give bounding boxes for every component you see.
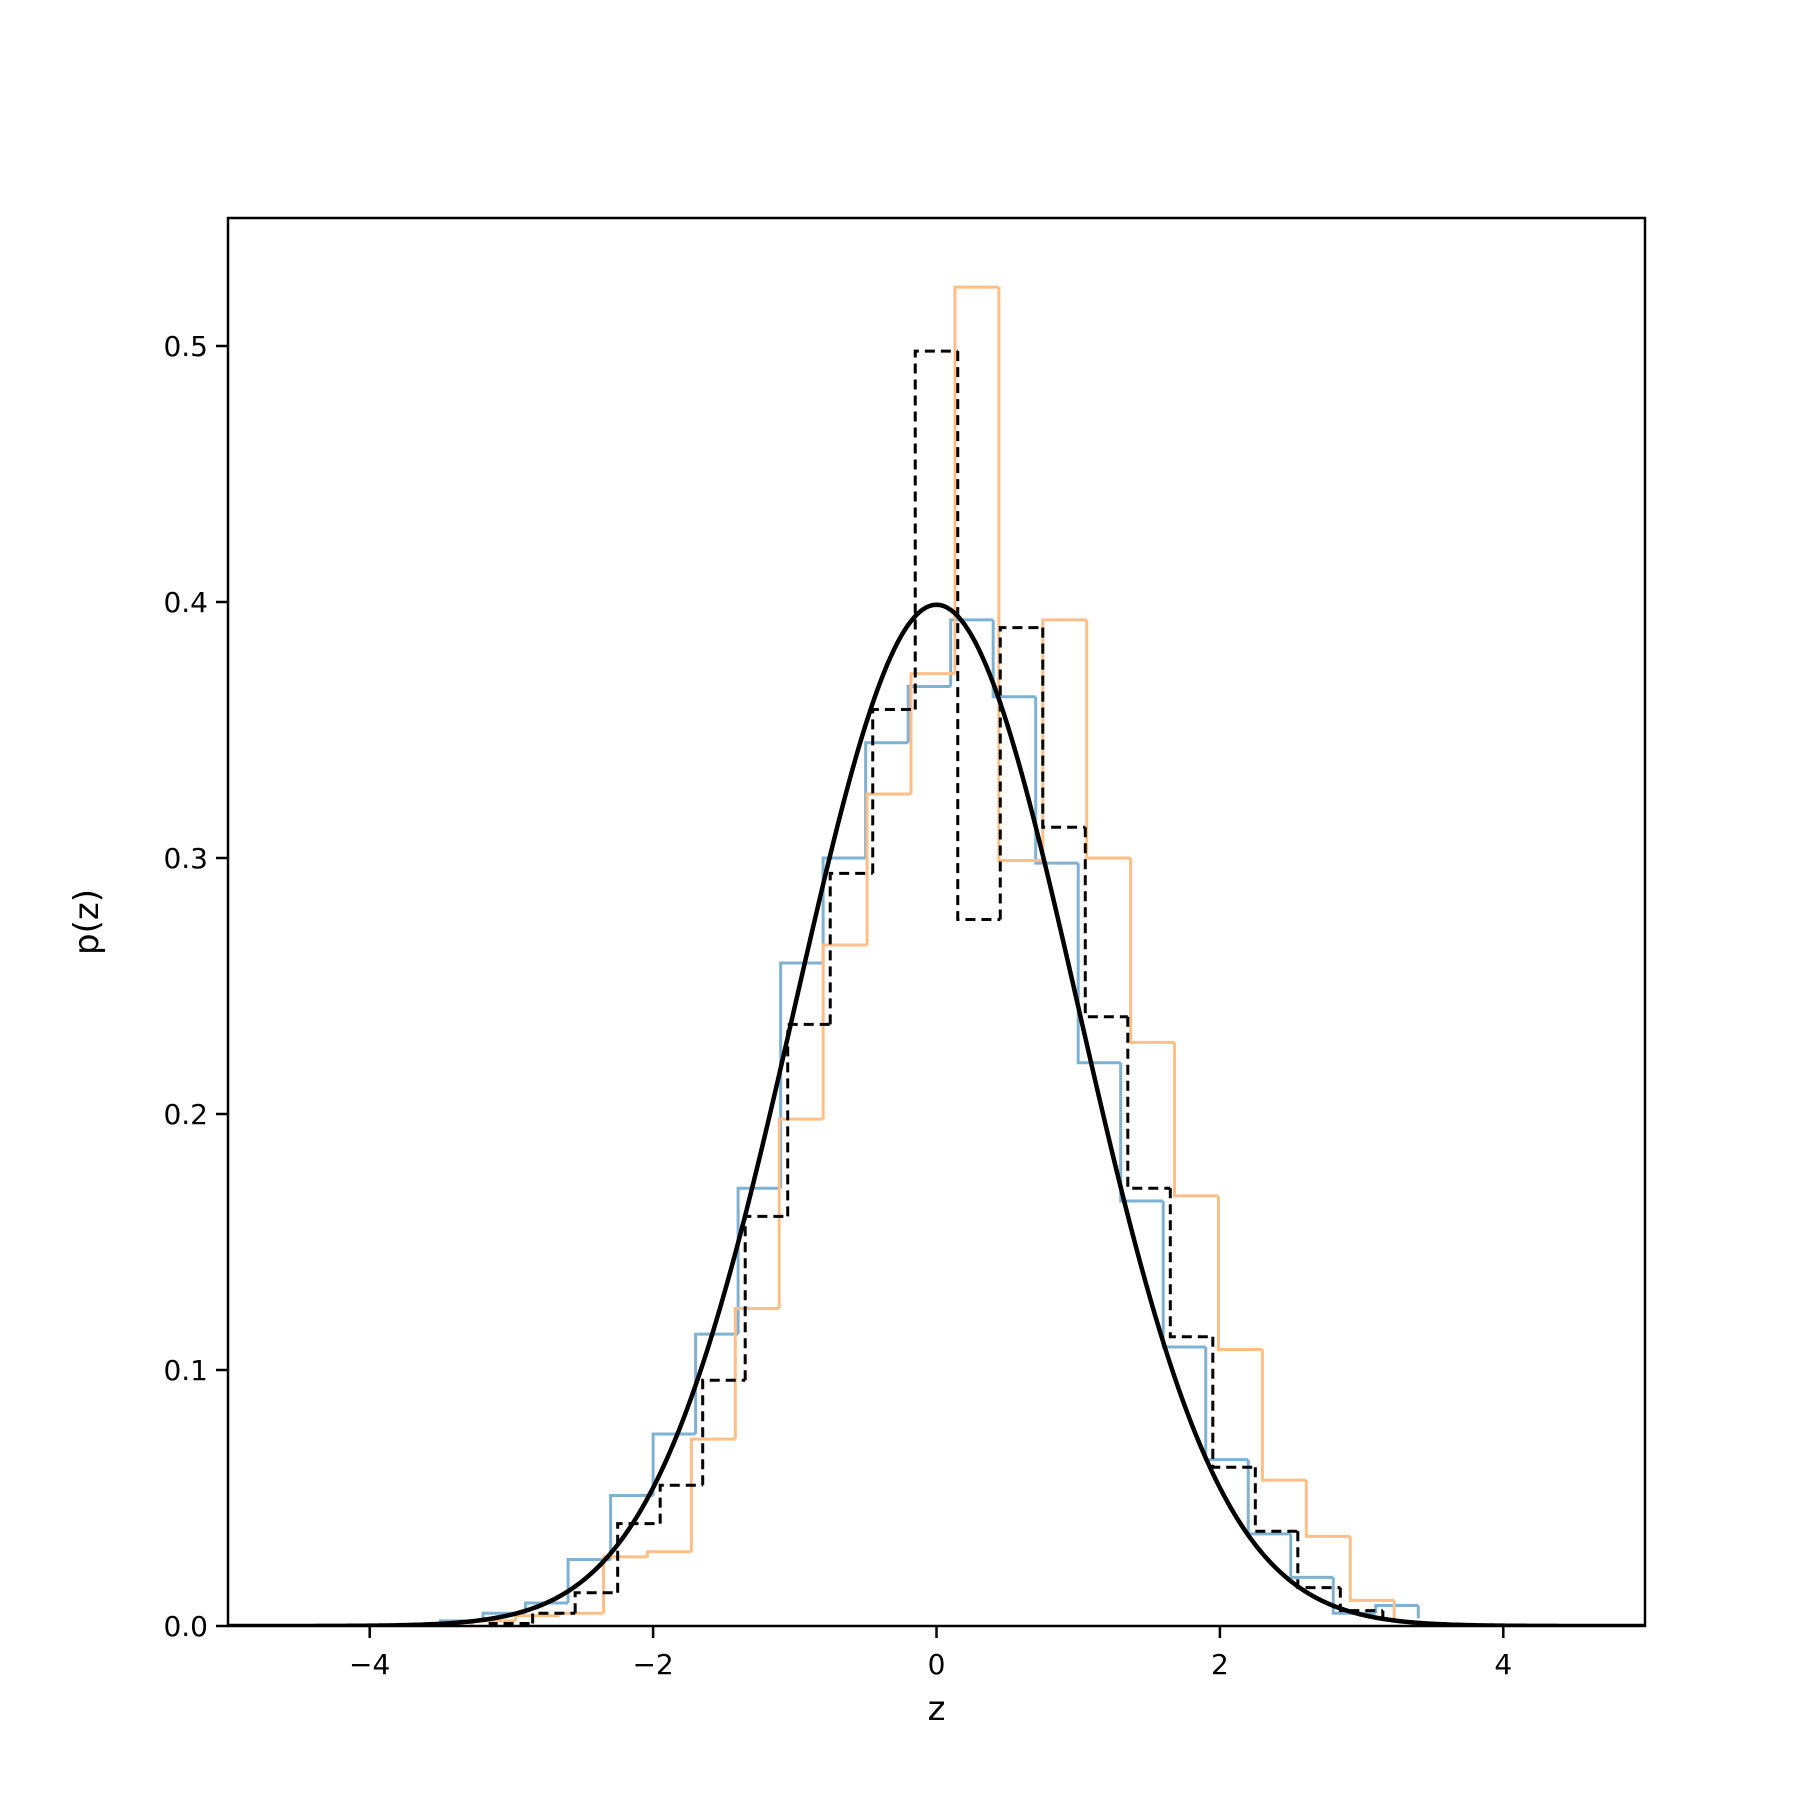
- y-tick-label: 0.2: [163, 1098, 208, 1131]
- histogram-bin: [1216, 1195, 1263, 1352]
- histogram-bin: [821, 943, 868, 1120]
- histogram-bin: [786, 1022, 831, 1217]
- y-axis: 0.0 0.1 0.2 0.3 0.4 0.5: [163, 330, 228, 1643]
- histogram-bin: [949, 618, 994, 687]
- histogram-bin: [1374, 1604, 1419, 1614]
- histogram-bin: [991, 619, 1036, 699]
- histogram-bin: [1211, 1336, 1256, 1469]
- histogram-bin: [1289, 1533, 1334, 1579]
- histogram-bin: [1253, 1467, 1298, 1533]
- histogram-bin: [573, 1591, 618, 1614]
- normal-pdf-curve: [228, 602, 1645, 1626]
- histogram-bin: [997, 287, 1043, 863]
- histogram-bin: [531, 1611, 576, 1624]
- histogram-bin: [956, 351, 1001, 921]
- histogram-bin: [1083, 827, 1128, 1019]
- x-tick-label: −2: [632, 1648, 673, 1681]
- histogram-bin: [865, 792, 911, 946]
- histogram-bin: [953, 285, 999, 674]
- y-tick-label: 0.5: [163, 330, 208, 363]
- histogram-bin: [909, 672, 955, 794]
- histogram-bin: [821, 856, 866, 963]
- histogram-bin: [1129, 858, 1175, 1044]
- histogram-bin: [736, 1186, 781, 1335]
- x-tick-label: 2: [1211, 1648, 1229, 1681]
- histogram-bin: [694, 1332, 739, 1434]
- x-tick-label: 0: [928, 1648, 946, 1681]
- y-tick-label: 0.4: [163, 586, 208, 619]
- y-tick-label: 0.0: [163, 1610, 208, 1643]
- histogram-bin: [701, 1378, 746, 1486]
- histogram-bin: [828, 871, 873, 1025]
- histogram-bin: [913, 349, 958, 710]
- histogram-bin: [566, 1557, 611, 1603]
- y-axis-label: p(z): [67, 889, 107, 955]
- histogram-bin: [658, 1483, 703, 1524]
- histogram-bin: [609, 1493, 654, 1560]
- histogram-bin: [906, 684, 951, 743]
- histogram-bin: [689, 1437, 736, 1552]
- histogram-bin: [651, 1432, 696, 1496]
- y-tick-label: 0.3: [163, 842, 208, 875]
- histogram-bin: [733, 1307, 780, 1440]
- x-tick-label: −4: [349, 1648, 390, 1681]
- histogram-bin: [1348, 1536, 1395, 1602]
- histogram-bin: [1085, 619, 1131, 860]
- x-axis: −4 −2 0 2 4: [349, 1626, 1512, 1681]
- plot-layer: [228, 285, 1645, 1626]
- histogram-bin: [1041, 627, 1086, 829]
- histogram-bin: [1168, 1188, 1213, 1339]
- histogram-bin: [1076, 863, 1121, 1065]
- histogram-bin: [1034, 696, 1079, 865]
- histogram-bin: [602, 1555, 648, 1614]
- histogram-bin: [1126, 1016, 1171, 1190]
- histogram-bin: [777, 1117, 824, 1309]
- histogram-bin: [1304, 1480, 1351, 1538]
- histogram-bin: [998, 626, 1043, 920]
- histogram-bin: [616, 1522, 661, 1593]
- y-tick-label: 0.1: [163, 1354, 208, 1387]
- histogram-series-3: [488, 349, 1385, 1626]
- histogram-bin: [779, 961, 824, 1189]
- x-axis-label: z: [928, 1689, 946, 1729]
- histogram-bin: [645, 1550, 692, 1557]
- series-group: [228, 285, 1645, 1626]
- histogram-bin: [1260, 1349, 1307, 1482]
- histogram-bin: [1119, 1062, 1164, 1203]
- histogram-bin: [1173, 1042, 1219, 1198]
- x-tick-label: 4: [1494, 1648, 1512, 1681]
